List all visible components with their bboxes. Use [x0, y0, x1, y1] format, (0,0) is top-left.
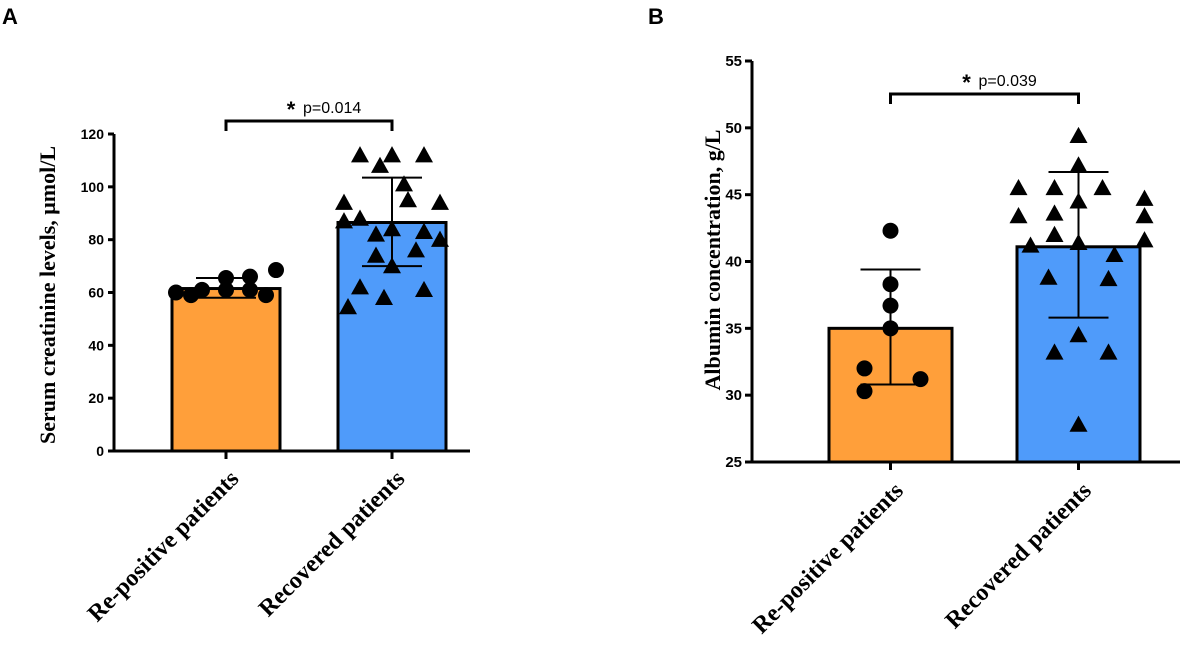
data-point-triangle — [407, 241, 425, 258]
data-point-circle — [183, 287, 199, 304]
data-point-triangle — [351, 278, 369, 295]
data-point-triangle — [351, 209, 369, 226]
y-axis-label-a: Serum creatinine levels, μmol/L — [35, 146, 60, 444]
chart-panel-a: 0 20 40 60 80 100 120 Re-positive patients Recov… — [81, 97, 470, 627]
y-tick-label-a: 80 — [88, 232, 104, 248]
y-tick-label-a: 20 — [88, 390, 104, 406]
data-point-circle — [258, 287, 274, 304]
data-point-circle — [218, 281, 234, 298]
data-point-triangle — [1045, 178, 1064, 196]
data-point-triangle — [383, 257, 401, 274]
data-point-triangle — [1135, 231, 1154, 248]
data-point-triangle — [415, 146, 433, 163]
y-tick-label-b: 50 — [725, 120, 742, 137]
data-point-triangle — [1135, 207, 1154, 224]
data-point-triangle — [339, 298, 357, 315]
data-point-triangle — [1069, 415, 1088, 432]
data-point-triangle — [1105, 245, 1124, 263]
chart-panel-b: 25 30 35 40 45 50 55 Re-positive patients Recove… — [725, 53, 1180, 639]
data-point-triangle — [1069, 156, 1088, 173]
category-label-a: Re-positive patients — [83, 466, 244, 627]
data-point-triangle — [415, 280, 433, 298]
data-point-triangle — [351, 146, 369, 163]
data-point-triangle — [1009, 207, 1028, 224]
data-point-triangle — [1045, 343, 1064, 360]
significance-pvalue-a: p=0.014 — [303, 100, 361, 117]
y-tick-label-b: 35 — [725, 320, 742, 337]
data-point-triangle — [1039, 268, 1058, 285]
data-point-circle — [268, 262, 284, 279]
y-tick-label-a: 100 — [81, 179, 105, 195]
y-tick-label-a: 0 — [96, 443, 104, 459]
data-point-triangle — [1135, 189, 1154, 206]
y-axis-label-b: Albumin concentration, g/L — [700, 130, 725, 391]
data-point-triangle — [335, 212, 353, 229]
data-point-triangle — [399, 191, 417, 208]
data-point-triangle — [1099, 343, 1118, 360]
y-tick-label-a: 40 — [88, 337, 104, 353]
data-point-triangle — [1099, 269, 1118, 287]
data-point-triangle — [1069, 233, 1088, 250]
data-point-circle — [882, 297, 899, 314]
bar-a-re-positive — [170, 287, 282, 453]
data-point-triangle — [415, 222, 433, 239]
data-point-triangle — [1069, 192, 1088, 209]
category-label-b: Re-positive patients — [748, 478, 909, 639]
data-point-triangle — [1009, 178, 1028, 196]
panel-letter-b: B — [648, 4, 664, 29]
significance-bracket-b — [889, 92, 1080, 104]
category-label-b: Recovered patients — [941, 478, 1097, 634]
significance-star-b: * — [962, 70, 971, 95]
y-tick-label-a: 120 — [81, 126, 105, 142]
significance-star-a: * — [287, 97, 296, 122]
data-point-triangle — [371, 156, 389, 173]
y-tick-label-b: 25 — [725, 454, 742, 471]
data-point-triangle — [367, 225, 385, 242]
panel-letter-a: A — [2, 4, 18, 29]
data-point-triangle — [367, 246, 385, 263]
data-point-circle — [218, 269, 234, 286]
data-point-circle — [912, 371, 929, 388]
data-point-circle — [882, 320, 899, 337]
data-point-triangle — [1069, 126, 1088, 144]
y-tick-label-b: 55 — [725, 53, 742, 70]
significance-bracket-a — [224, 119, 394, 131]
data-point-circle — [882, 276, 899, 293]
data-point-circle — [242, 281, 258, 298]
data-point-circle — [168, 284, 184, 301]
significance-pvalue-b: p=0.039 — [979, 73, 1037, 90]
data-point-circle — [856, 360, 873, 377]
data-point-circle — [856, 383, 873, 400]
data-point-triangle — [431, 230, 449, 247]
data-point-triangle — [335, 193, 353, 210]
y-tick-label-b: 45 — [725, 187, 742, 204]
y-tick-label-b: 30 — [725, 387, 742, 404]
data-point-circle — [882, 222, 899, 239]
data-point-triangle — [1093, 178, 1112, 196]
data-point-triangle — [395, 175, 413, 192]
data-point-triangle — [1045, 204, 1064, 221]
data-point-circle — [242, 268, 258, 285]
y-tick-label-a: 60 — [88, 285, 104, 301]
category-label-a: Recovered patients — [254, 466, 410, 622]
data-point-triangle — [383, 146, 401, 163]
data-point-triangle — [1021, 236, 1040, 253]
y-tick-label-b: 40 — [725, 254, 742, 271]
data-point-triangle — [375, 288, 393, 305]
data-point-triangle — [1045, 225, 1064, 242]
data-point-triangle — [383, 220, 401, 237]
data-point-triangle — [1069, 326, 1088, 343]
data-point-triangle — [431, 193, 449, 210]
